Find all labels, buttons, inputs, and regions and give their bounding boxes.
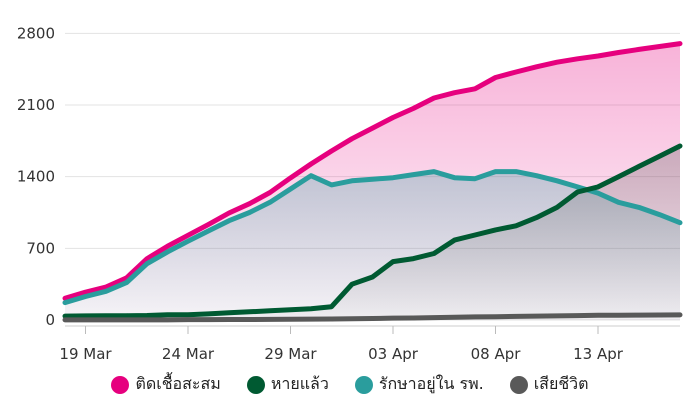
- y-tick-label: 0: [45, 311, 55, 329]
- legend-label: หายแล้ว: [270, 374, 329, 393]
- x-tick-label: 24 Mar: [162, 345, 215, 363]
- line-chart: 0 700 1400 2100 2800 19 Mar 24 Mar 29 Mar 03 Apr…: [17, 24, 683, 363]
- series-line[interactable]: [62, 312, 683, 323]
- x-tick-label: 29 Mar: [264, 345, 317, 363]
- series-areas: [65, 43, 680, 320]
- legend-swatch: [111, 375, 130, 394]
- axes: 0 700 1400 2100 2800 19 Mar 24 Mar 29 Mar 03 Apr…: [17, 24, 680, 363]
- y-tick-label: 1400: [17, 168, 55, 186]
- x-tick-label: 03 Apr: [368, 345, 419, 363]
- series-line[interactable]: [62, 41, 683, 301]
- x-tick-label: 08 Apr: [471, 345, 522, 363]
- legend-label: เสียชีวิต: [533, 374, 589, 393]
- legend-label: รักษาอยู่ใน รพ.: [378, 374, 484, 393]
- legend: ติดเชื้อสะสม หายแล้ว รักษาอยู่ใน รพ. เสี…: [0, 372, 700, 397]
- x-tick-label: 19 Mar: [59, 345, 112, 363]
- legend-label: ติดเชื้อสะสม: [135, 374, 221, 393]
- legend-item-deaths[interactable]: เสียชีวิต: [509, 372, 589, 397]
- y-tick-label: 2100: [17, 96, 55, 114]
- series-line[interactable]: [62, 169, 683, 306]
- legend-item-infected[interactable]: ติดเชื้อสะสม: [111, 372, 221, 397]
- series-line[interactable]: [62, 143, 683, 319]
- x-tick-label: 13 Apr: [573, 345, 624, 363]
- series-area: [65, 146, 680, 320]
- legend-item-recovered[interactable]: หายแล้ว: [246, 372, 329, 397]
- legend-swatch: [354, 375, 373, 394]
- y-tick-label: 700: [26, 239, 55, 257]
- series-lines: [62, 41, 683, 323]
- y-tick-label: 2800: [17, 24, 55, 42]
- legend-swatch: [509, 375, 528, 394]
- legend-item-hospitalized[interactable]: รักษาอยู่ใน รพ.: [354, 372, 484, 397]
- legend-swatch: [246, 375, 265, 394]
